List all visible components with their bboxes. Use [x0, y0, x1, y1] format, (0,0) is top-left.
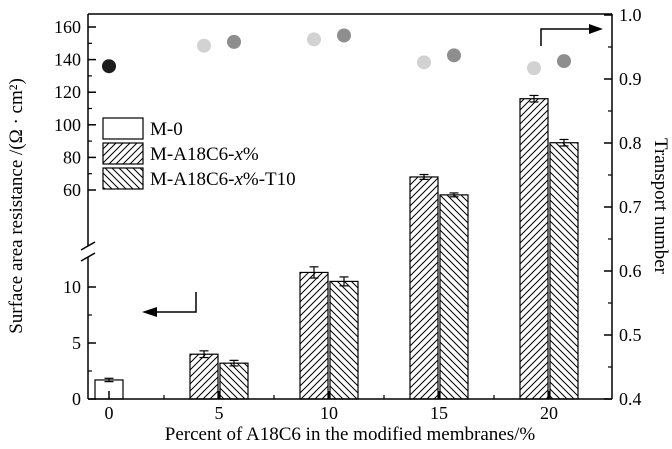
- transport-point-M-A18C6-x%-T10 transport number-at-10: [337, 28, 351, 43]
- right-tick-label: 1.0: [619, 5, 642, 25]
- x-tick-label: 10: [320, 403, 338, 423]
- right-tick-label: 0.7: [619, 197, 642, 217]
- transport-point-M-A18C6-x% transport number-at-15: [417, 55, 431, 70]
- left-axis-arrowhead: [142, 307, 157, 317]
- left-axis-arrow-line: [156, 292, 197, 313]
- axis-titles: Surface area resistance /(Ω · cm²) Transp…: [6, 78, 671, 445]
- ticks-and-labels: 608010012014016005100.40.50.60.70.80.91.…: [54, 5, 642, 423]
- bar-M-A18C6-x%-T10-at-10: [329, 280, 359, 400]
- bar-M-A18C6-x%-T10-at-5: [219, 362, 249, 400]
- left-tick-label: 80: [63, 147, 81, 167]
- transport-point-M-A18C6-x% transport number-at-20: [527, 61, 541, 76]
- legend-swatch: [102, 167, 144, 190]
- legend-swatch: [102, 117, 144, 140]
- right-tick-label: 0.8: [619, 133, 642, 153]
- transport-point-M-A18C6-x%-T10 transport number-at-20: [557, 54, 571, 69]
- left-tick-label: 140: [54, 50, 81, 70]
- left-tick-label: 120: [54, 82, 81, 102]
- x-tick-label: 20: [540, 403, 558, 423]
- axis-arrows: [142, 24, 603, 317]
- right-axis-arrow-line: [540, 28, 590, 46]
- scatter-points: [102, 28, 571, 76]
- right-axis-title: Transport number: [650, 138, 671, 275]
- bar-M-A18C6-x%-T10-at-15: [439, 194, 469, 400]
- x-axis-title: Percent of A18C6 in the modified membran…: [165, 424, 536, 445]
- bars: [94, 94, 579, 400]
- bar-M-A18C6-x%-at-15: [409, 176, 439, 400]
- transport-point-M-A18C6-x%-T10 transport number-at-15: [447, 48, 461, 63]
- right-tick-label: 0.5: [619, 325, 642, 345]
- bar-M-A18C6-x%-at-20: [519, 98, 549, 400]
- legend: M-0 M-A18C6-x% M-A18C6-x%-T10: [102, 117, 296, 190]
- left-tick-label: 10: [63, 277, 81, 297]
- legend-label: M-A18C6-x%-T10: [150, 169, 296, 190]
- left-tick-label: 160: [54, 17, 81, 37]
- bar-M-A18C6-x%-T10-at-20: [549, 142, 579, 400]
- legend-label: M-A18C6-x%: [150, 144, 259, 165]
- transport-point-M-A18C6-x% transport number-at-10: [307, 32, 321, 47]
- right-axis-arrowhead: [589, 24, 603, 34]
- transport-point-M-A18C6-x% transport number-at-5: [197, 38, 211, 53]
- right-tick-label: 0.4: [619, 389, 642, 409]
- left-tick-label: 60: [63, 180, 81, 200]
- right-tick-label: 0.9: [619, 69, 642, 89]
- transport-point-M-0 transport number-at-0: [102, 59, 116, 74]
- bar-M-A18C6-x%-at-5: [189, 353, 219, 400]
- x-tick-label: 15: [430, 403, 448, 423]
- legend-swatch: [102, 142, 144, 165]
- legend-label: M-0: [150, 119, 183, 140]
- left-tick-label: 5: [72, 333, 81, 353]
- x-tick-label: 0: [105, 403, 114, 423]
- left-tick-label: 0: [72, 389, 81, 409]
- transport-point-M-A18C6-x%-T10 transport number-at-5: [227, 34, 241, 49]
- right-tick-label: 0.6: [619, 261, 642, 281]
- left-axis-title: Surface area resistance /(Ω · cm²): [6, 78, 27, 334]
- x-tick-label: 5: [215, 403, 224, 423]
- left-tick-label: 100: [54, 115, 81, 135]
- bar-M-A18C6-x%-at-10: [299, 271, 329, 400]
